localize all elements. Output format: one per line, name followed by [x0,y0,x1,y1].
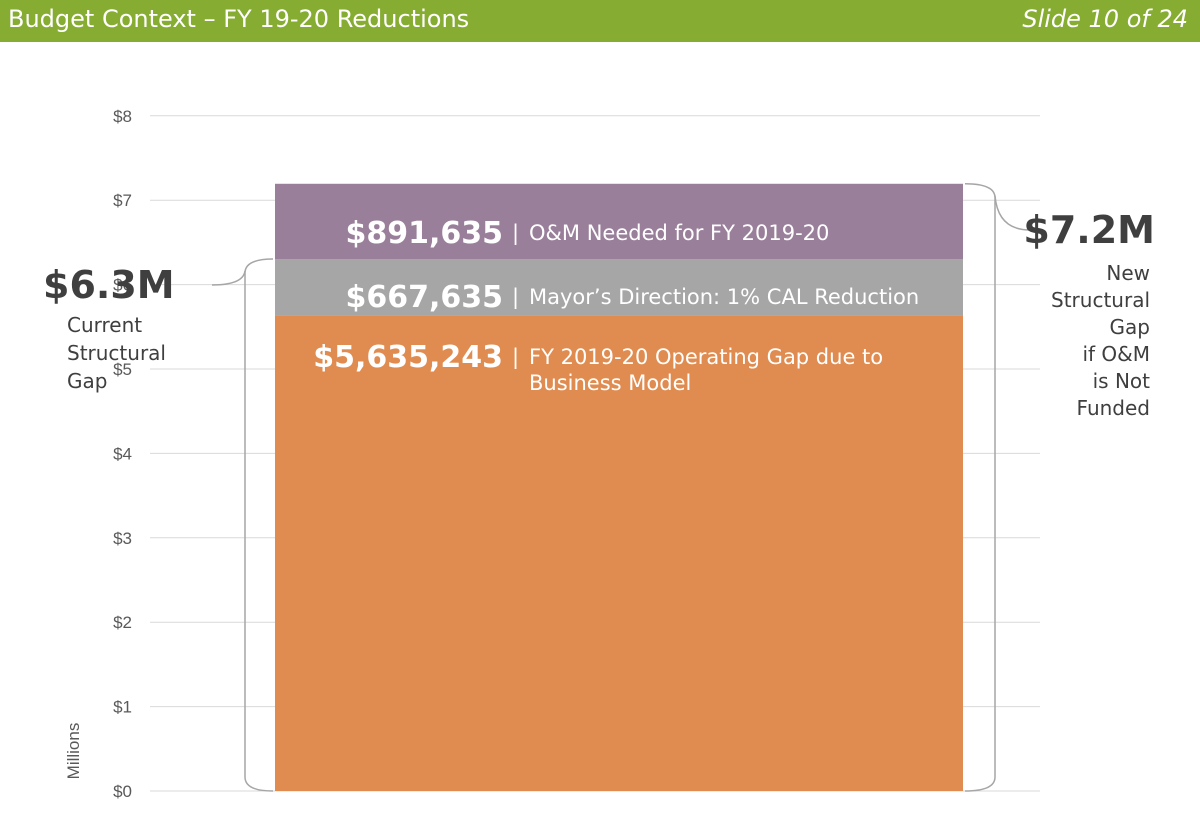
left-bracket-tip [211,270,246,286]
y-tick-label: $3 [113,529,132,548]
y-tick-label: $7 [113,191,132,210]
data-label-description: O&M Needed for FY 2019-20 [529,221,829,245]
y-tick-label: $2 [113,613,132,632]
slide-title: Budget Context – FY 19-20 Reductions [8,5,470,33]
left-annotation-text: Structural [67,341,166,365]
data-label-description: FY 2019-20 Operating Gap due to [529,345,883,369]
left-annotation-text: Gap [67,369,107,393]
y-axis-label: Millions [64,723,83,780]
right-annotation-text: New [1106,261,1150,285]
y-tick-label: $8 [113,107,132,126]
data-label-separator: | [512,285,519,310]
data-label-amount: $667,635 [345,280,503,315]
right-annotation-text: Funded [1077,396,1150,420]
right-annotation-text: if O&M [1082,342,1150,366]
right-annotation-text: Gap [1110,315,1150,339]
slide-number: Slide 10 of 24 [1022,5,1188,33]
data-label-separator: | [512,345,519,370]
bar-segment-mayor [275,259,963,316]
y-tick-label: $5 [113,360,132,379]
y-tick-label: $4 [113,444,132,463]
right-bracket [964,183,996,792]
data-label-amount: $891,635 [345,216,503,251]
header-bar: Budget Context – FY 19-20 Reductions Sli… [0,0,1200,42]
y-tick-label: $1 [113,698,132,717]
left-bracket [244,258,274,792]
right-annotation-value: $7.2M [1023,208,1155,252]
y-tick-label: $0 [113,782,132,801]
right-annotation-text: is Not [1093,369,1151,393]
right-bracket-tip [994,195,1031,231]
left-annotation-value: $6.3M [43,263,175,307]
data-label-description: Mayor’s Direction: 1% CAL Reduction [529,285,919,309]
right-annotation-text: Structural [1051,288,1150,312]
bar-segment-operating [275,315,963,791]
data-label-separator: | [512,221,519,246]
y-tick-label: $6 [113,276,132,295]
bar-segment-om [275,183,963,260]
data-label-description: Business Model [529,371,691,395]
left-annotation-text: Current [67,313,142,337]
data-label-amount: $5,635,243 [313,340,503,375]
